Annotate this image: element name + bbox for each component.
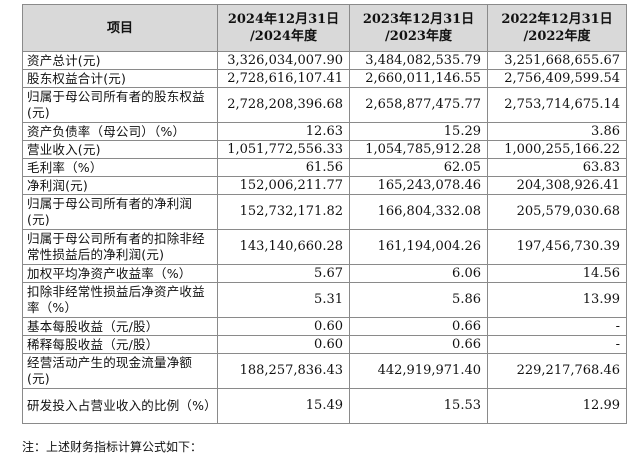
cell-2024: 188,257,836.43 (217, 353, 350, 389)
row-label: 加权平均净资产收益率（%） (22, 264, 218, 283)
table-row: 扣除非经常性损益后净资产收益率（%） 5.31 5.86 13.99 (22, 282, 627, 318)
header-item: 项目 (22, 4, 218, 52)
table-header-row: 项目 2024年12月31日 /2024年度 2023年12月31日 /2023… (22, 4, 627, 52)
table-row: 归属于母公司所有者的扣除非经常性损益后的净利润(元) 143,140,660.2… (22, 229, 627, 265)
row-label: 毛利率（%） (22, 158, 218, 177)
table-row: 资产总计(元) 3,326,034,007.90 3,484,082,535.7… (22, 51, 627, 70)
cell-2022: 13.99 (487, 282, 627, 318)
cell-2022: 1,000,255,166.22 (487, 140, 627, 159)
table-row: 基本每股收益（元/股） 0.60 0.66 - (22, 317, 627, 336)
row-label: 归属于母公司所有者的股东权益(元) (22, 87, 218, 123)
cell-2023: 0.66 (349, 335, 488, 354)
header-2023-date: 2023年12月31日 (362, 12, 475, 27)
cell-2024: 2,728,208,396.68 (217, 87, 350, 123)
row-label: 归属于母公司所有者的扣除非经常性损益后的净利润(元) (22, 229, 218, 265)
cell-2022: - (487, 335, 627, 354)
table-row: 归属于母公司所有者的股东权益(元) 2,728,208,396.68 2,658… (22, 87, 627, 123)
table-row: 经营活动产生的现金流量净额(元) 188,257,836.43 442,919,… (22, 353, 627, 389)
cell-2022: - (487, 317, 627, 336)
cell-2022: 2,753,714,675.14 (487, 87, 627, 123)
cell-2024: 3,326,034,007.90 (217, 51, 350, 70)
cell-2023: 15.53 (349, 388, 488, 424)
row-label: 股东权益合计(元) (22, 69, 218, 88)
financial-table-container: 项目 2024年12月31日 /2024年度 2023年12月31日 /2023… (22, 4, 627, 424)
cell-2023: 2,660,011,146.55 (349, 69, 488, 88)
row-label: 稀释每股收益（元/股） (22, 335, 218, 354)
cell-2024: 15.49 (217, 388, 350, 424)
cell-2024: 12.63 (217, 122, 350, 141)
row-label: 归属于母公司所有者的净利润(元) (22, 194, 218, 230)
cell-2022: 204,308,926.41 (487, 176, 627, 195)
table-row: 稀释每股收益（元/股） 0.60 0.66 - (22, 335, 627, 354)
row-label: 净利润(元) (22, 176, 218, 195)
table-row: 研发投入占营业收入的比例（%） 15.49 15.53 12.99 (22, 388, 627, 424)
header-2022: 2022年12月31日 /2022年度 (487, 4, 627, 52)
cell-2024: 152,732,171.82 (217, 194, 350, 230)
header-2024: 2024年12月31日 /2024年度 (217, 4, 350, 52)
cell-2022: 12.99 (487, 388, 627, 424)
cell-2023: 15.29 (349, 122, 488, 141)
cell-2022: 63.83 (487, 158, 627, 177)
cell-2024: 5.31 (217, 282, 350, 318)
row-label: 基本每股收益（元/股） (22, 317, 218, 336)
header-2024-year: /2024年度 (250, 29, 317, 44)
cell-2023: 3,484,082,535.79 (349, 51, 488, 70)
row-label: 扣除非经常性损益后净资产收益率（%） (22, 282, 218, 318)
cell-2023: 442,919,971.40 (349, 353, 488, 389)
table-row: 加权平均净资产收益率（%） 5.67 6.06 14.56 (22, 264, 627, 283)
cell-2023: 5.86 (349, 282, 488, 318)
financial-indicators-table: 项目 2024年12月31日 /2024年度 2023年12月31日 /2023… (22, 4, 627, 424)
cell-2023: 161,194,004.26 (349, 229, 488, 265)
cell-2022: 2,756,409,599.54 (487, 69, 627, 88)
cell-2022: 229,217,768.46 (487, 353, 627, 389)
table-row: 资产负债率（母公司）（%） 12.63 15.29 3.86 (22, 122, 627, 141)
header-2022-year: /2022年度 (523, 29, 591, 44)
cell-2023: 166,804,332.08 (349, 194, 488, 230)
cell-2023: 0.66 (349, 317, 488, 336)
cell-2023: 6.06 (349, 264, 488, 283)
header-2024-date: 2024年12月31日 (227, 12, 340, 27)
cell-2022: 205,579,030.68 (487, 194, 627, 230)
table-row: 股东权益合计(元) 2,728,616,107.41 2,660,011,146… (22, 69, 627, 88)
cell-2022: 197,456,730.39 (487, 229, 627, 265)
table-row: 营业收入(元) 1,051,772,556.33 1,054,785,912.2… (22, 140, 627, 159)
cell-2022: 3.86 (487, 122, 627, 141)
table-row: 毛利率（%） 61.56 62.05 63.83 (22, 158, 627, 177)
cell-2022: 3,251,668,655.67 (487, 51, 627, 70)
cell-2024: 152,006,211.77 (217, 176, 350, 195)
header-2023: 2023年12月31日 /2023年度 (349, 4, 488, 52)
footnote: 注：上述财务指标计算公式如下： (22, 440, 203, 454)
cell-2024: 1,051,772,556.33 (217, 140, 350, 159)
table-row: 净利润(元) 152,006,211.77 165,243,078.46 204… (22, 176, 627, 195)
cell-2023: 165,243,078.46 (349, 176, 488, 195)
cell-2024: 0.60 (217, 317, 350, 336)
cell-2022: 14.56 (487, 264, 627, 283)
row-label: 资产总计(元) (22, 51, 218, 70)
cell-2024: 2,728,616,107.41 (217, 69, 350, 88)
cell-2024: 143,140,660.28 (217, 229, 350, 265)
cell-2023: 62.05 (349, 158, 488, 177)
row-label: 资产负债率（母公司）（%） (22, 122, 218, 141)
row-label: 研发投入占营业收入的比例（%） (22, 388, 218, 424)
row-label: 经营活动产生的现金流量净额(元) (22, 353, 218, 389)
header-2022-date: 2022年12月31日 (501, 12, 613, 27)
header-2023-year: /2023年度 (385, 29, 452, 44)
cell-2023: 2,658,877,475.77 (349, 87, 488, 123)
cell-2024: 5.67 (217, 264, 350, 283)
cell-2023: 1,054,785,912.28 (349, 140, 488, 159)
cell-2024: 0.60 (217, 335, 350, 354)
cell-2024: 61.56 (217, 158, 350, 177)
table-row: 归属于母公司所有者的净利润(元) 152,732,171.82 166,804,… (22, 194, 627, 230)
row-label: 营业收入(元) (22, 140, 218, 159)
